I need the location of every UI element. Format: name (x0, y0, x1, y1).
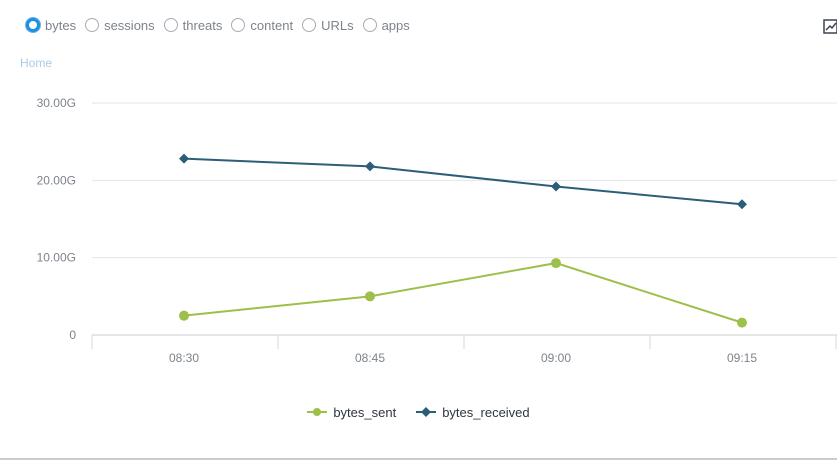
data-point-bytes-sent[interactable] (179, 310, 189, 321)
radio-label: threats (182, 17, 223, 33)
x-tick-label: 08:45 (355, 351, 385, 365)
radio-label: URLs (321, 17, 354, 33)
y-tick-label: 10.00G (37, 251, 76, 265)
chart-series (179, 153, 747, 328)
radio-label: content (250, 17, 294, 33)
data-point-bytes-received[interactable] (365, 161, 375, 172)
y-tick-label: 0 (69, 328, 76, 342)
chart-export-icon[interactable] (822, 18, 837, 36)
legend-circle-marker-icon (307, 408, 328, 416)
radio-button-icon[interactable] (26, 18, 40, 32)
radio-label: bytes (45, 17, 77, 33)
radio-content[interactable]: content (231, 18, 293, 33)
x-tick-label: 08:30 (169, 351, 199, 365)
data-point-bytes-received[interactable] (737, 199, 747, 210)
radio-threats[interactable]: threats (163, 17, 223, 33)
chart-legend: bytes_sent bytes_received (0, 402, 837, 422)
radio-button-icon[interactable] (362, 18, 377, 32)
legend-diamond-marker-icon (416, 407, 437, 417)
radio-button-icon[interactable] (85, 18, 100, 32)
y-tick-label: 30.00G (37, 96, 76, 110)
x-tick-label: 09:15 (727, 351, 757, 365)
series-line-bytes-received (183, 157, 743, 206)
radio-sessions[interactable]: sessions (85, 18, 155, 33)
view-selector: bytes sessions threats content URLs apps (26, 14, 419, 36)
legend-label: bytes_received (442, 404, 530, 420)
y-tick-label: 20.00G (37, 173, 76, 187)
data-point-bytes-sent[interactable] (551, 258, 561, 269)
chart-gridlines (92, 102, 837, 259)
radio-button-icon[interactable] (163, 18, 178, 32)
breadcrumb-home[interactable]: Home (20, 56, 53, 70)
radio-bytes[interactable]: bytes (26, 18, 76, 33)
legend-item-bytes-received[interactable]: bytes_received (416, 404, 530, 420)
radio-label: sessions (104, 17, 155, 33)
radio-button-icon[interactable] (231, 18, 246, 32)
series-line-bytes-sent (183, 262, 743, 324)
chart-axes: 0 10.00G 20.00G 30.00G 08:30 08:45 09:00 09:15 (37, 96, 837, 365)
x-tick-label: 09:00 (541, 351, 571, 365)
data-point-bytes-sent[interactable] (737, 317, 747, 328)
legend-label: bytes_sent (333, 404, 397, 420)
data-point-bytes-sent[interactable] (365, 291, 375, 302)
radio-button-icon[interactable] (302, 18, 317, 32)
radio-urls[interactable]: URLs (302, 18, 354, 33)
data-point-bytes-received[interactable] (551, 181, 561, 192)
radio-label: apps (381, 17, 410, 33)
radio-apps[interactable]: apps (362, 17, 410, 33)
line-chart: 0 10.00G 20.00G 30.00G 08:30 08:45 09:00 09:15 (37, 96, 837, 365)
data-point-bytes-received[interactable] (179, 153, 189, 164)
legend-item-bytes-sent[interactable]: bytes_sent (307, 405, 396, 420)
